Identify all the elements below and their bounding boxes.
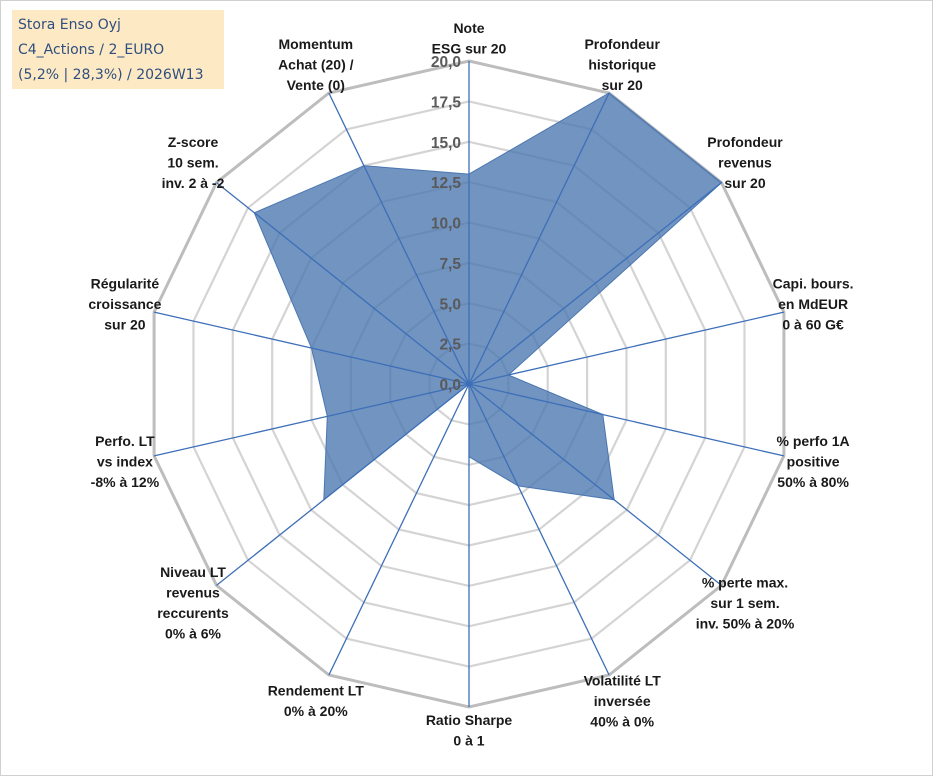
axis-label-6-line-0: Volatilité LT [584,672,662,688]
axis-label-13-line-0: Momentum [278,36,353,52]
axis-label-3: Capi. bours. en MdEUR 0 à 60 G€ [773,276,854,333]
axis-label-3-line-2: 0 à 60 G€ [782,317,844,333]
axis-label-13-line-1: Achat (20) / [278,57,354,73]
spoke-2 [468,182,722,385]
axis-label-7-line-0: Ratio Sharpe [426,712,513,728]
axis-label-0: Note ESG sur 20 [432,20,507,57]
tick-label-3: 7,5 [439,256,461,273]
axis-label-1-line-0: Profondeur [584,36,660,52]
axis-label-6: Volatilité LT inversée 40% à 0% [584,672,662,729]
axis-label-1-line-2: sur 20 [602,77,643,93]
axis-label-9-line-3: 0% à 6% [165,626,222,642]
axis-label-12-line-2: inv. 2 à -2 [162,175,225,191]
tick-label-2: 5,0 [439,296,461,313]
axis-label-2-line-0: Profondeur [707,134,783,150]
axis-label-6-line-2: 40% à 0% [590,713,654,729]
tick-label-4: 10,0 [431,216,461,233]
axis-label-10-line-1: vs index [97,453,153,469]
axis-label-5-line-2: inv. 50% à 20% [696,615,795,631]
axis-label-12-line-1: 10 sem. [167,155,218,171]
axis-label-9-line-1: revenus [166,585,220,601]
title-line-category: C4_Actions / 2_EURO [18,42,165,58]
axis-label-12: Z-score 10 sem. inv. 2 à -2 [162,134,225,191]
tick-label-0: 0,0 [439,377,461,394]
spoke-13 [328,92,470,385]
axis-label-2-line-2: sur 20 [724,175,765,191]
axis-label-10-line-2: -8% à 12% [91,474,160,490]
axis-label-3-line-0: Capi. bours. [773,276,854,292]
axis-label-8-line-0: Rendement LT [268,683,365,699]
axis-label-5-line-1: sur 1 sem. [710,595,779,611]
axis-label-1: Profondeur historique sur 20 [584,36,660,93]
axis-label-3-line-1: en MdEUR [778,296,848,312]
axis-label-8-line-1: 0% à 20% [284,703,348,719]
axis-label-8: Rendement LT 0% à 20% [268,683,365,720]
axis-label-5: % perte max. sur 1 sem. inv. 50% à 20% [696,574,795,631]
title-line-company: Stora Enso Oyj [18,17,121,33]
tick-label-5: 12,5 [431,175,462,192]
spoke-12 [216,182,470,385]
tick-label-6: 15,0 [431,135,461,152]
spoke-11 [153,311,470,385]
axis-label-4-line-0: % perfo 1A [777,433,850,449]
axis-label-2: Profondeur revenus sur 20 [707,134,783,191]
spoke-1 [468,92,610,385]
axis-label-2-line-1: revenus [718,155,772,171]
spoke-5 [468,383,722,586]
radar-tick-labels: 0,0 2,5 5,0 7,5 10,0 12,5 15,0 17,5 20,0 [431,54,462,394]
axis-label-6-line-1: inversée [594,693,651,709]
spoke-3 [468,311,785,385]
axis-label-11: Régularité croissance sur 20 [88,276,161,333]
radar-spokes [153,61,785,707]
radar-axis-labels: Note ESG sur 20 Profondeur historique sur 20… [88,20,853,749]
spoke-8 [328,383,470,676]
axis-label-10: Perfo. LT vs index -8% à 12% [91,433,160,490]
axis-label-7: Ratio Sharpe 0 à 1 [426,712,513,749]
axis-label-4-line-1: positive [787,453,840,469]
spoke-10 [153,383,470,457]
title-box: Stora Enso Oyj C4_Actions / 2_EURO (5,2%… [12,10,224,89]
axis-label-9: Niveau LT revenus reccurents 0% à 6% [157,564,229,642]
axis-label-4-line-2: 50% à 80% [777,474,849,490]
radar-series-area [253,92,723,501]
axis-label-5-line-0: % perte max. [702,574,788,590]
axis-label-11-line-2: sur 20 [104,317,145,333]
axis-label-12-line-0: Z-score [168,134,219,150]
axis-label-1-line-1: historique [588,57,656,73]
axis-label-13: Momentum Achat (20) / Vente (0) [278,36,354,93]
axis-label-10-line-0: Perfo. LT [95,433,155,449]
tick-label-8: 20,0 [431,54,461,71]
axis-label-4: % perfo 1A positive 50% à 80% [777,433,850,490]
axis-label-0-line-1: ESG sur 20 [432,41,507,57]
tick-label-7: 17,5 [431,94,462,111]
spoke-9 [216,383,470,586]
tick-label-1: 2,5 [439,337,461,354]
axis-label-0-line-0: Note [453,20,484,36]
axis-label-13-line-2: Vente (0) [287,77,345,93]
axis-label-9-line-0: Niveau LT [160,564,226,580]
axis-label-7-line-1: 0 à 1 [453,733,484,749]
spoke-6 [468,383,610,676]
spoke-4 [468,383,785,457]
axis-label-11-line-1: croissance [88,296,161,312]
axis-label-9-line-2: reccurents [157,605,229,621]
series-area-0 [253,92,723,501]
axis-label-11-line-0: Régularité [91,276,160,292]
title-line-stats: (5,2% | 28,3%) / 2026W13 [18,67,204,83]
